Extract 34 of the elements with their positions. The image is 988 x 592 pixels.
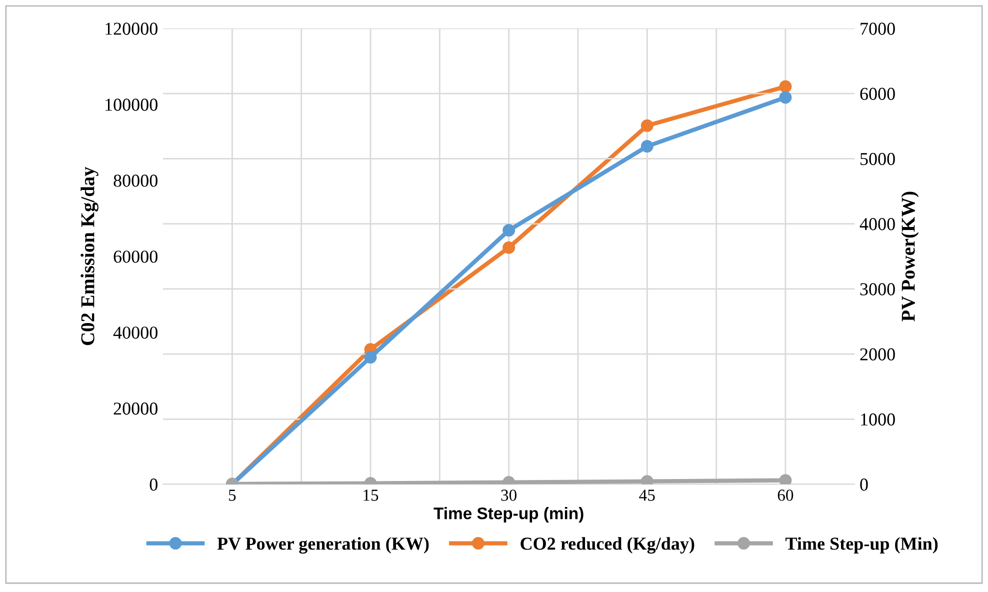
legend-label: PV Power generation (KW)	[217, 537, 429, 554]
y-tick-label: 60000	[114, 250, 158, 263]
y2-tick-label: 0	[860, 478, 868, 491]
point	[640, 140, 654, 153]
point	[364, 351, 377, 364]
x-tick-label: 5	[228, 490, 236, 501]
point	[779, 91, 792, 104]
legend-label: CO2 reduced (Kg/day)	[520, 537, 694, 554]
point	[502, 224, 516, 237]
x-tick-label: 60	[778, 490, 794, 501]
y-tick-label: 40000	[113, 326, 158, 339]
x-tick-label: 45	[639, 490, 655, 501]
y2-axis-title: PV Power(KW)	[901, 192, 919, 322]
y2-tick-label: 3000	[860, 283, 895, 296]
y-tick-label: 0	[150, 478, 158, 491]
x-axis-title: Time Step-up (min)	[434, 507, 584, 523]
y-tick-label: 120000	[106, 22, 158, 35]
point	[640, 119, 654, 132]
y2-tick-label: 4000	[860, 218, 895, 230]
y2-tick-label: 7000	[860, 22, 895, 35]
point	[779, 474, 792, 484]
legend-label: Time Step-up (Min)	[786, 537, 938, 554]
y-tick-label: 80000	[114, 174, 158, 187]
x-tick-label: 15	[364, 490, 378, 501]
x-tick-label: 30	[501, 490, 517, 501]
y2-tick-label: 6000	[860, 88, 895, 100]
y-axis-title: C02 Emission Kg/day	[80, 166, 98, 346]
y2-tick-label: 5000	[860, 152, 895, 166]
y2-tick-label: 2000	[860, 348, 895, 360]
point	[502, 241, 516, 254]
point	[779, 80, 792, 93]
y-tick-label: 20000	[114, 402, 158, 415]
y-tick-label: 100000	[106, 98, 158, 111]
y2-tick-label: 1000	[861, 413, 895, 426]
